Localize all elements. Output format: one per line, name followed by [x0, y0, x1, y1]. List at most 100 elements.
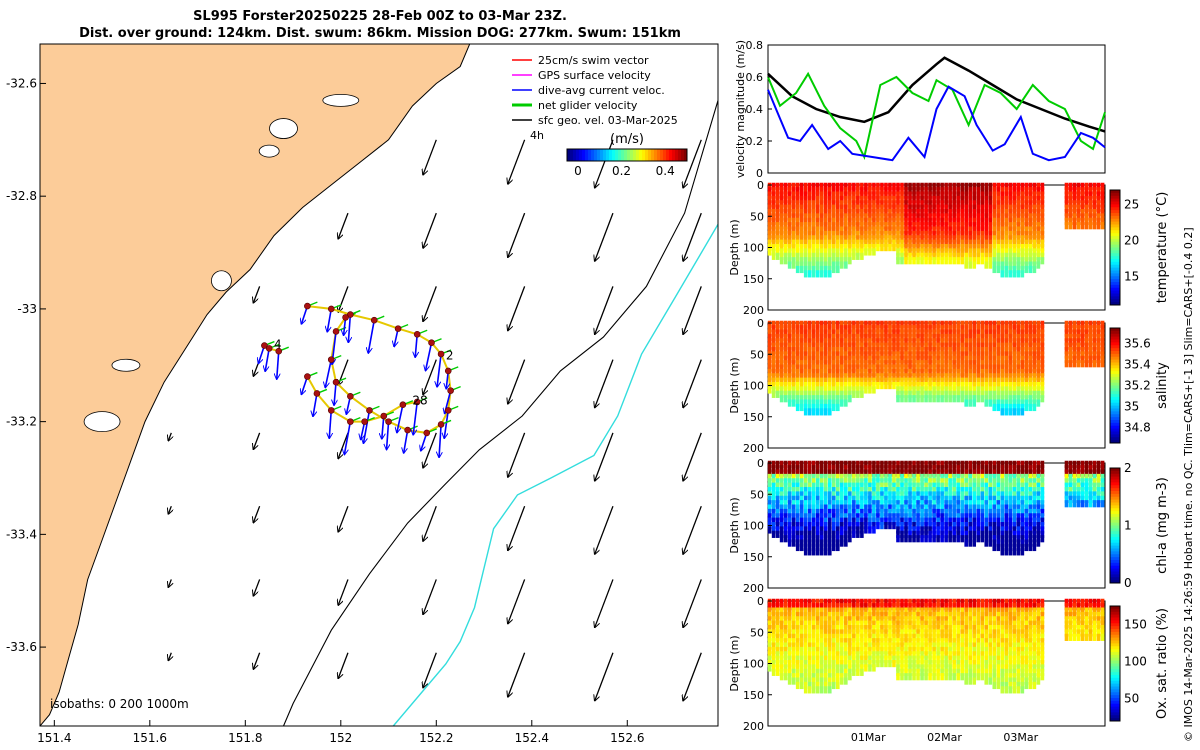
section-sample	[916, 395, 920, 403]
section-sample	[988, 252, 993, 260]
section-sample	[900, 200, 904, 208]
sfc-geo-vel-arrow	[508, 286, 526, 330]
section-sample	[860, 500, 864, 508]
section-sample	[848, 235, 852, 243]
section-sample	[831, 607, 836, 615]
section-sample	[1036, 364, 1041, 372]
section-sample	[872, 320, 876, 328]
section-sample	[992, 230, 997, 239]
section-sample	[852, 187, 856, 195]
section-sample	[920, 182, 924, 190]
section-sample	[980, 473, 985, 482]
section-sample	[819, 677, 824, 685]
section-sample	[984, 213, 989, 221]
section-sample	[819, 646, 824, 655]
section-sample	[1028, 248, 1033, 256]
section-sample	[1024, 200, 1029, 208]
section-sample	[956, 373, 960, 381]
section-sample	[767, 248, 772, 256]
section-sample	[856, 390, 860, 398]
section-sample	[811, 195, 816, 204]
section-sample	[787, 320, 792, 328]
section-sample	[795, 403, 800, 412]
section-sample	[1024, 320, 1029, 328]
section-sample	[771, 616, 776, 624]
section-sample	[1032, 504, 1037, 512]
section-sample	[960, 222, 964, 230]
section-sample	[775, 598, 780, 606]
section-sample	[791, 495, 796, 503]
section-sample	[1080, 482, 1085, 490]
section-sample	[904, 504, 908, 512]
section-sample	[928, 239, 932, 247]
section-sample	[795, 204, 800, 212]
section-sample	[807, 325, 812, 333]
section-sample	[844, 478, 848, 486]
section-sample	[831, 646, 836, 655]
section-sample	[791, 325, 796, 333]
section-sample	[819, 535, 824, 543]
section-sample	[803, 603, 808, 611]
section-sample	[819, 603, 824, 611]
section-sample	[1004, 513, 1009, 521]
section-sample	[1024, 508, 1029, 517]
section-sample	[972, 222, 977, 230]
section-sample	[1076, 460, 1081, 468]
lake	[83, 411, 121, 433]
section-sample	[844, 248, 848, 256]
section-sample	[872, 508, 876, 517]
section-sample	[1016, 368, 1021, 377]
section-sample	[920, 325, 924, 333]
section-sample	[848, 629, 852, 637]
section-sample	[1096, 347, 1101, 355]
section-sample	[836, 478, 840, 486]
section-sample	[795, 360, 800, 368]
section-sample	[932, 513, 936, 521]
section-sample	[815, 239, 820, 247]
section-sample	[936, 252, 940, 260]
section-sample	[787, 651, 792, 659]
section-sample	[880, 377, 884, 385]
section-sample	[1004, 543, 1009, 552]
section-sample	[872, 469, 876, 477]
section-sample	[1008, 248, 1013, 256]
section-sample	[932, 248, 936, 256]
section-sample	[779, 222, 784, 230]
section-sample	[972, 355, 977, 363]
section-sample	[868, 491, 872, 499]
section-sample	[948, 217, 952, 225]
section-sample	[831, 222, 836, 230]
section-sample	[904, 382, 908, 390]
section-sample	[1064, 469, 1069, 477]
section-ylabel: Depth (m)	[728, 219, 741, 275]
section-sample	[1000, 252, 1005, 260]
section-sample	[1092, 487, 1097, 495]
section-sample	[980, 209, 985, 217]
section-sample	[836, 355, 840, 363]
section-sample	[920, 473, 924, 482]
section-sample	[912, 513, 916, 521]
section-sample	[864, 325, 868, 333]
section-sample	[1012, 377, 1017, 385]
sfc-geo-vel-arrow	[683, 286, 702, 334]
section-y-tick-label: 100	[743, 242, 764, 255]
section-sample	[936, 355, 940, 363]
section-colorbar-cell	[1110, 362, 1120, 366]
section-sample	[807, 252, 812, 260]
section-sample	[1000, 530, 1005, 538]
section-colorbar-cell	[1110, 333, 1120, 338]
section-sample	[775, 482, 780, 490]
section-sample	[807, 539, 812, 547]
section-sample	[972, 333, 977, 342]
section-sample	[928, 395, 932, 403]
section-sample	[880, 226, 884, 234]
section-sample	[1020, 522, 1025, 530]
section-sample	[807, 517, 812, 525]
sfc-geo-vel-arrow	[423, 212, 437, 248]
section-sample	[916, 239, 920, 247]
section-sample	[819, 620, 824, 628]
section-sample	[811, 338, 816, 346]
section-sample	[1000, 539, 1005, 547]
section-sample	[1020, 261, 1025, 269]
section-sample	[1092, 325, 1097, 333]
